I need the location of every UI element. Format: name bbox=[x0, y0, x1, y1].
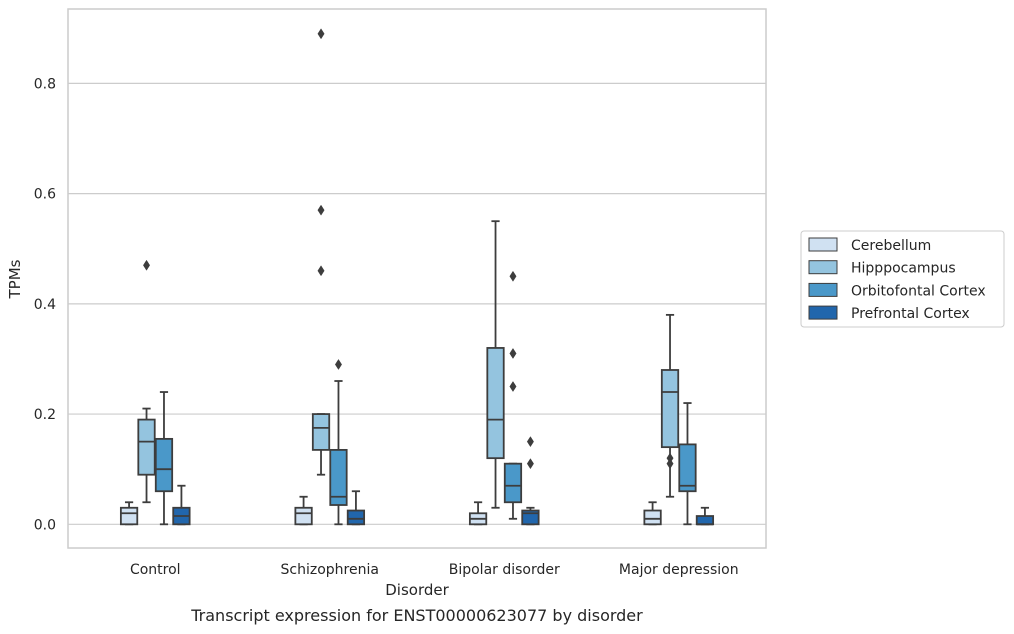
outlier-point bbox=[526, 436, 534, 448]
x-tick-labels: Control Schizophrenia Bipolar disorder Majo… bbox=[130, 562, 739, 578]
outlier-point bbox=[317, 204, 325, 216]
box-prefrontal-cortex bbox=[521, 436, 540, 526]
box-body bbox=[695, 515, 715, 526]
box-cerebellum bbox=[294, 495, 313, 526]
y-axis-label: TPMs bbox=[6, 259, 24, 299]
outlier-point bbox=[317, 265, 325, 277]
legend-label: Cerebellum bbox=[851, 238, 931, 254]
x-tick-label: Major depression bbox=[619, 562, 739, 578]
box-series bbox=[119, 28, 715, 526]
legend-swatch bbox=[808, 282, 838, 297]
box-body bbox=[503, 462, 523, 504]
legend-label: Hipppocampus bbox=[851, 261, 956, 277]
outlier-point bbox=[143, 259, 151, 271]
box-body bbox=[119, 506, 139, 526]
box-body bbox=[486, 347, 505, 460]
y-tick-label: 0.8 bbox=[34, 76, 56, 92]
outlier-point bbox=[317, 28, 325, 40]
box-prefrontal-cortex bbox=[172, 484, 191, 526]
box-hipppocampus bbox=[137, 259, 156, 504]
y-tick-label: 0.6 bbox=[34, 187, 56, 203]
x-tick-label: Control bbox=[130, 562, 181, 578]
box-body bbox=[154, 437, 174, 493]
box-body bbox=[311, 413, 331, 451]
x-axis-label: Disorder bbox=[385, 581, 449, 599]
box-prefrontal-cortex bbox=[695, 506, 715, 526]
box-orbitofontal-cortex bbox=[503, 270, 523, 520]
box-body bbox=[346, 509, 366, 526]
box-body bbox=[329, 448, 348, 506]
x-tick-label: Bipolar disorder bbox=[449, 562, 560, 578]
box-cerebellum bbox=[643, 501, 662, 526]
box-cerebellum bbox=[468, 501, 488, 526]
box-cerebellum bbox=[119, 501, 139, 526]
box-orbitofontal-cortex bbox=[329, 359, 348, 526]
outlier-point bbox=[526, 458, 534, 470]
box-body bbox=[660, 369, 680, 449]
outlier-point bbox=[666, 458, 674, 470]
box-orbitofontal-cortex bbox=[154, 391, 174, 526]
legend-swatch bbox=[808, 237, 838, 252]
y-tick-label: 0.4 bbox=[34, 297, 56, 313]
legend: Cerebellum Hipppocampus Orbitofontal Corte… bbox=[800, 230, 1005, 328]
legend-label: Orbitofontal Cortex bbox=[851, 283, 986, 299]
box-prefrontal-cortex bbox=[346, 490, 366, 526]
plot-frame bbox=[67, 8, 767, 549]
box-orbitofontal-cortex bbox=[678, 402, 697, 526]
y-tick-label: 0.0 bbox=[34, 517, 56, 533]
box-body bbox=[294, 506, 313, 526]
outlier-point bbox=[509, 381, 517, 392]
legend-frame bbox=[800, 230, 1005, 328]
y-tick-label: 0.2 bbox=[34, 407, 56, 423]
outlier-point bbox=[509, 347, 517, 359]
legend-swatch bbox=[808, 305, 838, 320]
legend-label: Prefrontal Cortex bbox=[851, 306, 970, 322]
y-tick-labels: 0.0 0.2 0.4 0.6 0.8 bbox=[34, 76, 56, 533]
x-tick-label: Schizophrenia bbox=[281, 562, 379, 578]
chart-caption: Transcript expression for ENST0000062307… bbox=[191, 606, 643, 625]
outlier-point bbox=[334, 359, 342, 370]
box-body bbox=[643, 509, 662, 526]
legend-swatch bbox=[808, 260, 838, 275]
outlier-point bbox=[509, 270, 517, 282]
box-hipppocampus bbox=[311, 28, 331, 476]
box-body bbox=[678, 443, 697, 493]
box-hipppocampus bbox=[486, 220, 505, 509]
box-body bbox=[137, 418, 156, 476]
box-hipppocampus bbox=[660, 313, 680, 498]
